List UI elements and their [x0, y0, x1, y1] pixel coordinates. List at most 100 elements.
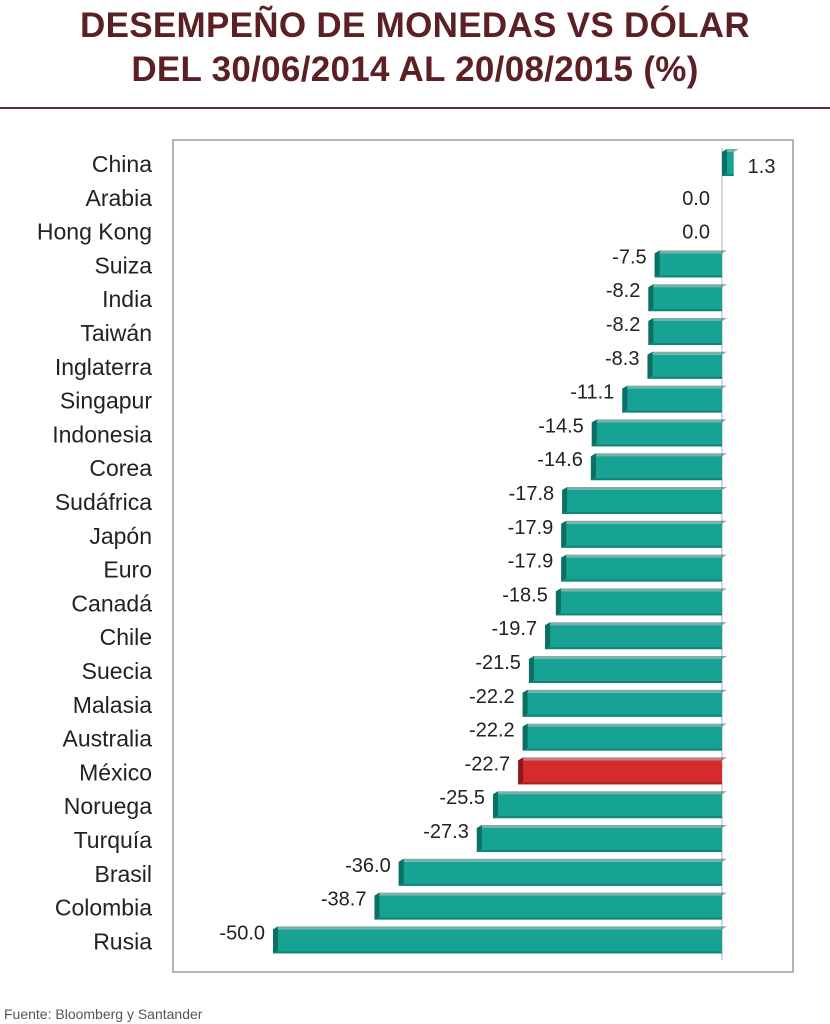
bar-top — [622, 385, 727, 389]
bar-side — [562, 487, 568, 514]
value-label: -17.9 — [508, 517, 554, 539]
bar-face — [590, 456, 722, 481]
title-divider — [0, 107, 830, 109]
bar-turquía — [476, 825, 727, 852]
value-label: -21.5 — [475, 652, 521, 674]
bar-singapur — [622, 385, 727, 413]
bar-side — [648, 318, 654, 345]
bar-top — [518, 757, 727, 761]
category-label: Corea — [89, 455, 152, 481]
bar-side — [590, 453, 596, 481]
bar-australia — [522, 723, 727, 751]
bar-shadow — [374, 917, 722, 920]
value-label: -14.5 — [538, 415, 584, 437]
value-label: -22.2 — [469, 720, 515, 742]
category-labels: China Arabia Hong Kong Suiza India Taiwán Ingl… — [37, 151, 152, 954]
bar-sudáfrica — [562, 487, 727, 514]
bar-top — [273, 926, 727, 930]
bar-face — [528, 659, 722, 683]
category-label: Turquía — [74, 827, 153, 853]
value-label: -8.3 — [605, 348, 639, 370]
bar-side — [493, 791, 499, 819]
bar-face — [647, 354, 722, 379]
bar-shadow — [648, 309, 722, 312]
bar-face — [654, 253, 722, 278]
category-label: Japón — [89, 523, 152, 549]
bar-face — [398, 861, 722, 886]
bar-side — [648, 284, 654, 312]
bar-chart: China Arabia Hong Kong Suiza India Taiwán Ingl… — [37, 139, 794, 973]
category-label: México — [79, 759, 152, 785]
value-label: -11.1 — [570, 382, 614, 404]
value-label: -27.3 — [423, 821, 469, 843]
bar-side — [722, 149, 727, 176]
value-label: -19.7 — [492, 618, 538, 640]
value-label: -17.9 — [508, 551, 554, 573]
bar-corea — [590, 453, 727, 481]
bar-face — [622, 388, 722, 413]
bar-face — [648, 321, 722, 345]
bar-face — [562, 490, 722, 514]
category-label: Canadá — [71, 590, 152, 616]
category-label: Singapur — [60, 388, 152, 414]
bar-face — [648, 287, 722, 312]
value-label: -8.2 — [606, 314, 640, 336]
bar-top — [476, 825, 727, 828]
bar-side — [476, 825, 482, 852]
category-label: Noruega — [64, 793, 152, 819]
bar-face — [273, 929, 722, 954]
bar-top — [561, 520, 727, 524]
bar-shadow — [476, 850, 722, 852]
bar-side — [561, 554, 567, 582]
category-label: Brasil — [94, 861, 152, 887]
category-label: Indonesia — [52, 421, 152, 447]
bar-taiwán — [648, 318, 727, 345]
value-label: -36.0 — [345, 855, 391, 877]
category-label: Arabia — [86, 185, 153, 211]
category-label: Malasia — [73, 692, 152, 718]
value-label: 0.0 — [682, 188, 710, 210]
value-label: -7.5 — [612, 246, 646, 268]
value-label: -38.7 — [321, 889, 367, 911]
bar-shadow — [648, 343, 722, 345]
bar-shadow — [590, 478, 722, 481]
bar-shadow — [622, 410, 722, 413]
category-label: Chile — [100, 624, 152, 650]
bar-shadow — [654, 275, 722, 278]
bar-side — [545, 622, 551, 650]
bar-top — [648, 318, 727, 321]
bar-face — [493, 794, 722, 819]
source-note: Fuente: Bloomberg y Santander — [4, 1006, 203, 1022]
bar-side — [647, 351, 653, 379]
category-label: Colombia — [55, 895, 152, 921]
bar-india — [648, 284, 727, 312]
bar-shadow — [647, 376, 722, 379]
bar-rusia — [273, 926, 727, 954]
category-label: Euro — [103, 557, 152, 583]
bar-top — [528, 656, 727, 659]
bar-shadow — [522, 748, 722, 751]
value-label: -50.0 — [219, 922, 265, 944]
category-label: Rusia — [93, 928, 152, 954]
value-label: -25.5 — [439, 787, 485, 809]
bar-side — [591, 419, 597, 447]
category-label: Hong Kong — [37, 219, 152, 245]
bar-top — [590, 453, 727, 457]
bar-top — [545, 622, 727, 626]
category-label: China — [92, 151, 152, 177]
category-label: Taiwán — [80, 320, 152, 346]
bar-side — [555, 588, 561, 616]
bar-china — [722, 149, 739, 176]
bar-méxico — [518, 757, 727, 785]
bar-shadow — [518, 782, 722, 785]
bar-noruega — [493, 791, 727, 819]
value-label: -14.6 — [537, 449, 583, 471]
bar-side — [622, 385, 628, 413]
category-label: Australia — [63, 726, 153, 752]
bar-face — [591, 422, 722, 447]
bar-top — [522, 689, 727, 693]
bar-side — [273, 926, 278, 954]
bar-side — [561, 520, 567, 548]
bar-face — [722, 152, 734, 176]
category-label: Suecia — [82, 658, 153, 684]
